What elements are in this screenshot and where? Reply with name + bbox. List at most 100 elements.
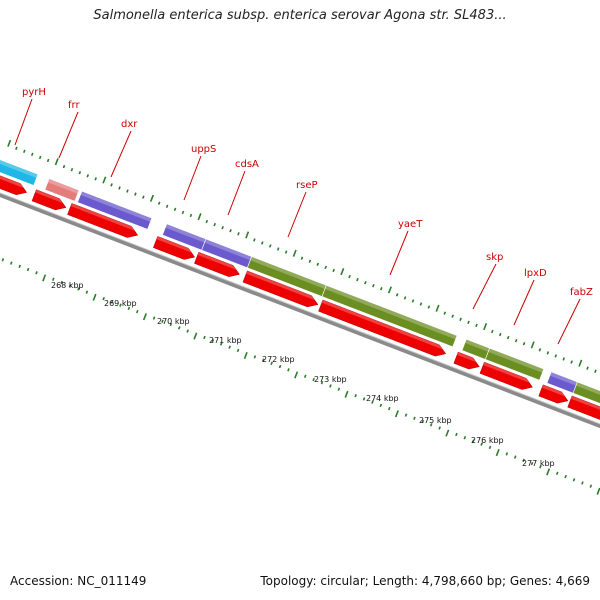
lower-tick xyxy=(261,358,265,362)
lower-tick xyxy=(488,445,492,450)
gene-block-rseP-shine xyxy=(250,256,327,290)
upper-tick xyxy=(316,262,320,267)
leader-frr xyxy=(58,111,79,159)
upper-tick xyxy=(54,158,59,166)
cds-arrow-shine xyxy=(70,203,135,231)
kbp-label: 268 kbp xyxy=(51,281,84,290)
backbone-highlight xyxy=(0,192,600,425)
leader-yaeT xyxy=(389,230,409,276)
leader-rseP xyxy=(287,191,307,238)
lower-tick xyxy=(142,313,147,321)
upper-tick xyxy=(181,210,185,215)
upper-tick xyxy=(78,171,82,175)
kbp-label-track: 268 kbp 269 kbp 270 kbp 271 kbp 272 kbp 273 k… xyxy=(51,281,555,468)
kbp-label: 271 kbp xyxy=(209,336,242,345)
upper-tick xyxy=(530,341,535,349)
backbone-track xyxy=(0,192,600,429)
upper-tick xyxy=(538,348,542,352)
lower-tick xyxy=(1,258,5,262)
leader-pyrH xyxy=(14,98,33,146)
lower-tick xyxy=(294,371,299,379)
cds-arrow xyxy=(242,270,319,308)
kbp-label: 276 kbp xyxy=(471,436,504,445)
lower-tick xyxy=(564,474,567,479)
cds-arrow xyxy=(567,395,600,420)
cds-arrow-shine xyxy=(541,384,565,397)
gene-block-pyrH-shine xyxy=(0,159,38,178)
lower-tick xyxy=(42,274,47,282)
lower-tick xyxy=(186,329,189,333)
lower-tick xyxy=(60,280,63,285)
lower-tick xyxy=(596,487,600,495)
upper-tick xyxy=(205,219,209,224)
upper-tick xyxy=(46,158,50,163)
gene-block-yaeT xyxy=(321,284,458,348)
gene-label-fabZ: fabZ xyxy=(570,287,593,298)
upper-tick xyxy=(253,238,256,242)
cds-arrow xyxy=(453,351,480,370)
upper-tick xyxy=(237,232,240,236)
upper-tick xyxy=(308,259,312,263)
upper-tick xyxy=(578,359,583,367)
lower-tick xyxy=(110,300,114,304)
lower-tick xyxy=(555,471,559,475)
lower-tick xyxy=(35,271,38,275)
upper-tick xyxy=(70,167,74,172)
gene-label-uppS: uppS xyxy=(191,144,216,155)
upper-tick xyxy=(221,225,224,230)
lower-tick xyxy=(228,345,231,349)
upper-tick xyxy=(157,201,161,205)
gene-block-cdsA-shine xyxy=(204,238,252,261)
gene-block-continuation-shine xyxy=(575,381,600,395)
upper-tick xyxy=(522,342,526,346)
lower-tick xyxy=(102,296,105,301)
cds-arrow-shine xyxy=(197,252,237,270)
upper-tick xyxy=(268,244,272,248)
upper-tick xyxy=(134,192,137,196)
cds-arrow-track xyxy=(0,175,600,420)
gene-block-pyrH xyxy=(0,159,39,186)
gene-label-skp: skp xyxy=(486,252,503,263)
kbp-label: 277 kbp xyxy=(522,459,555,468)
upper-tick xyxy=(126,189,129,193)
lower-tick xyxy=(471,439,475,443)
gene-label-pyrH: pyrH xyxy=(22,87,46,98)
lower-tick xyxy=(404,413,408,417)
lower-tick xyxy=(463,436,467,440)
lower-tick xyxy=(505,452,509,456)
lower-tick xyxy=(193,332,198,340)
upper-tick xyxy=(300,256,304,260)
kbp-label: 270 kbp xyxy=(157,317,190,326)
lower-tick xyxy=(169,322,173,327)
lower-tick xyxy=(445,429,450,437)
upper-tick xyxy=(506,335,510,340)
lower-tick xyxy=(421,419,425,424)
lower-tick xyxy=(219,342,223,346)
upper-tick xyxy=(419,302,423,306)
upper-tick xyxy=(102,176,107,184)
upper-tick xyxy=(562,357,566,361)
lower-tick xyxy=(18,264,21,269)
upper-tick xyxy=(546,351,550,355)
lower-tick xyxy=(480,442,483,446)
lower-tick xyxy=(337,387,341,391)
lower-tick xyxy=(539,465,542,469)
upper-tick xyxy=(189,213,193,218)
lower-tick xyxy=(589,484,593,488)
upper-tick xyxy=(475,323,478,328)
upper-tick xyxy=(197,213,202,221)
lower-tick xyxy=(287,368,290,372)
upper-tick xyxy=(276,247,280,251)
upper-tick xyxy=(411,299,415,303)
gene-label-track: pyrH frr dxr uppS cdsA rseP yaeT skp lpxD fabZ xyxy=(14,87,593,345)
cds-arrow xyxy=(0,175,28,196)
lower-tick xyxy=(270,361,273,366)
lower-tick xyxy=(135,309,139,314)
upper-tick-track xyxy=(7,139,597,373)
lower-tick xyxy=(85,290,89,294)
upper-tick xyxy=(149,194,154,202)
upper-tick xyxy=(443,311,447,315)
cds-arrow xyxy=(538,384,569,404)
leader-lpxD xyxy=(513,279,535,326)
